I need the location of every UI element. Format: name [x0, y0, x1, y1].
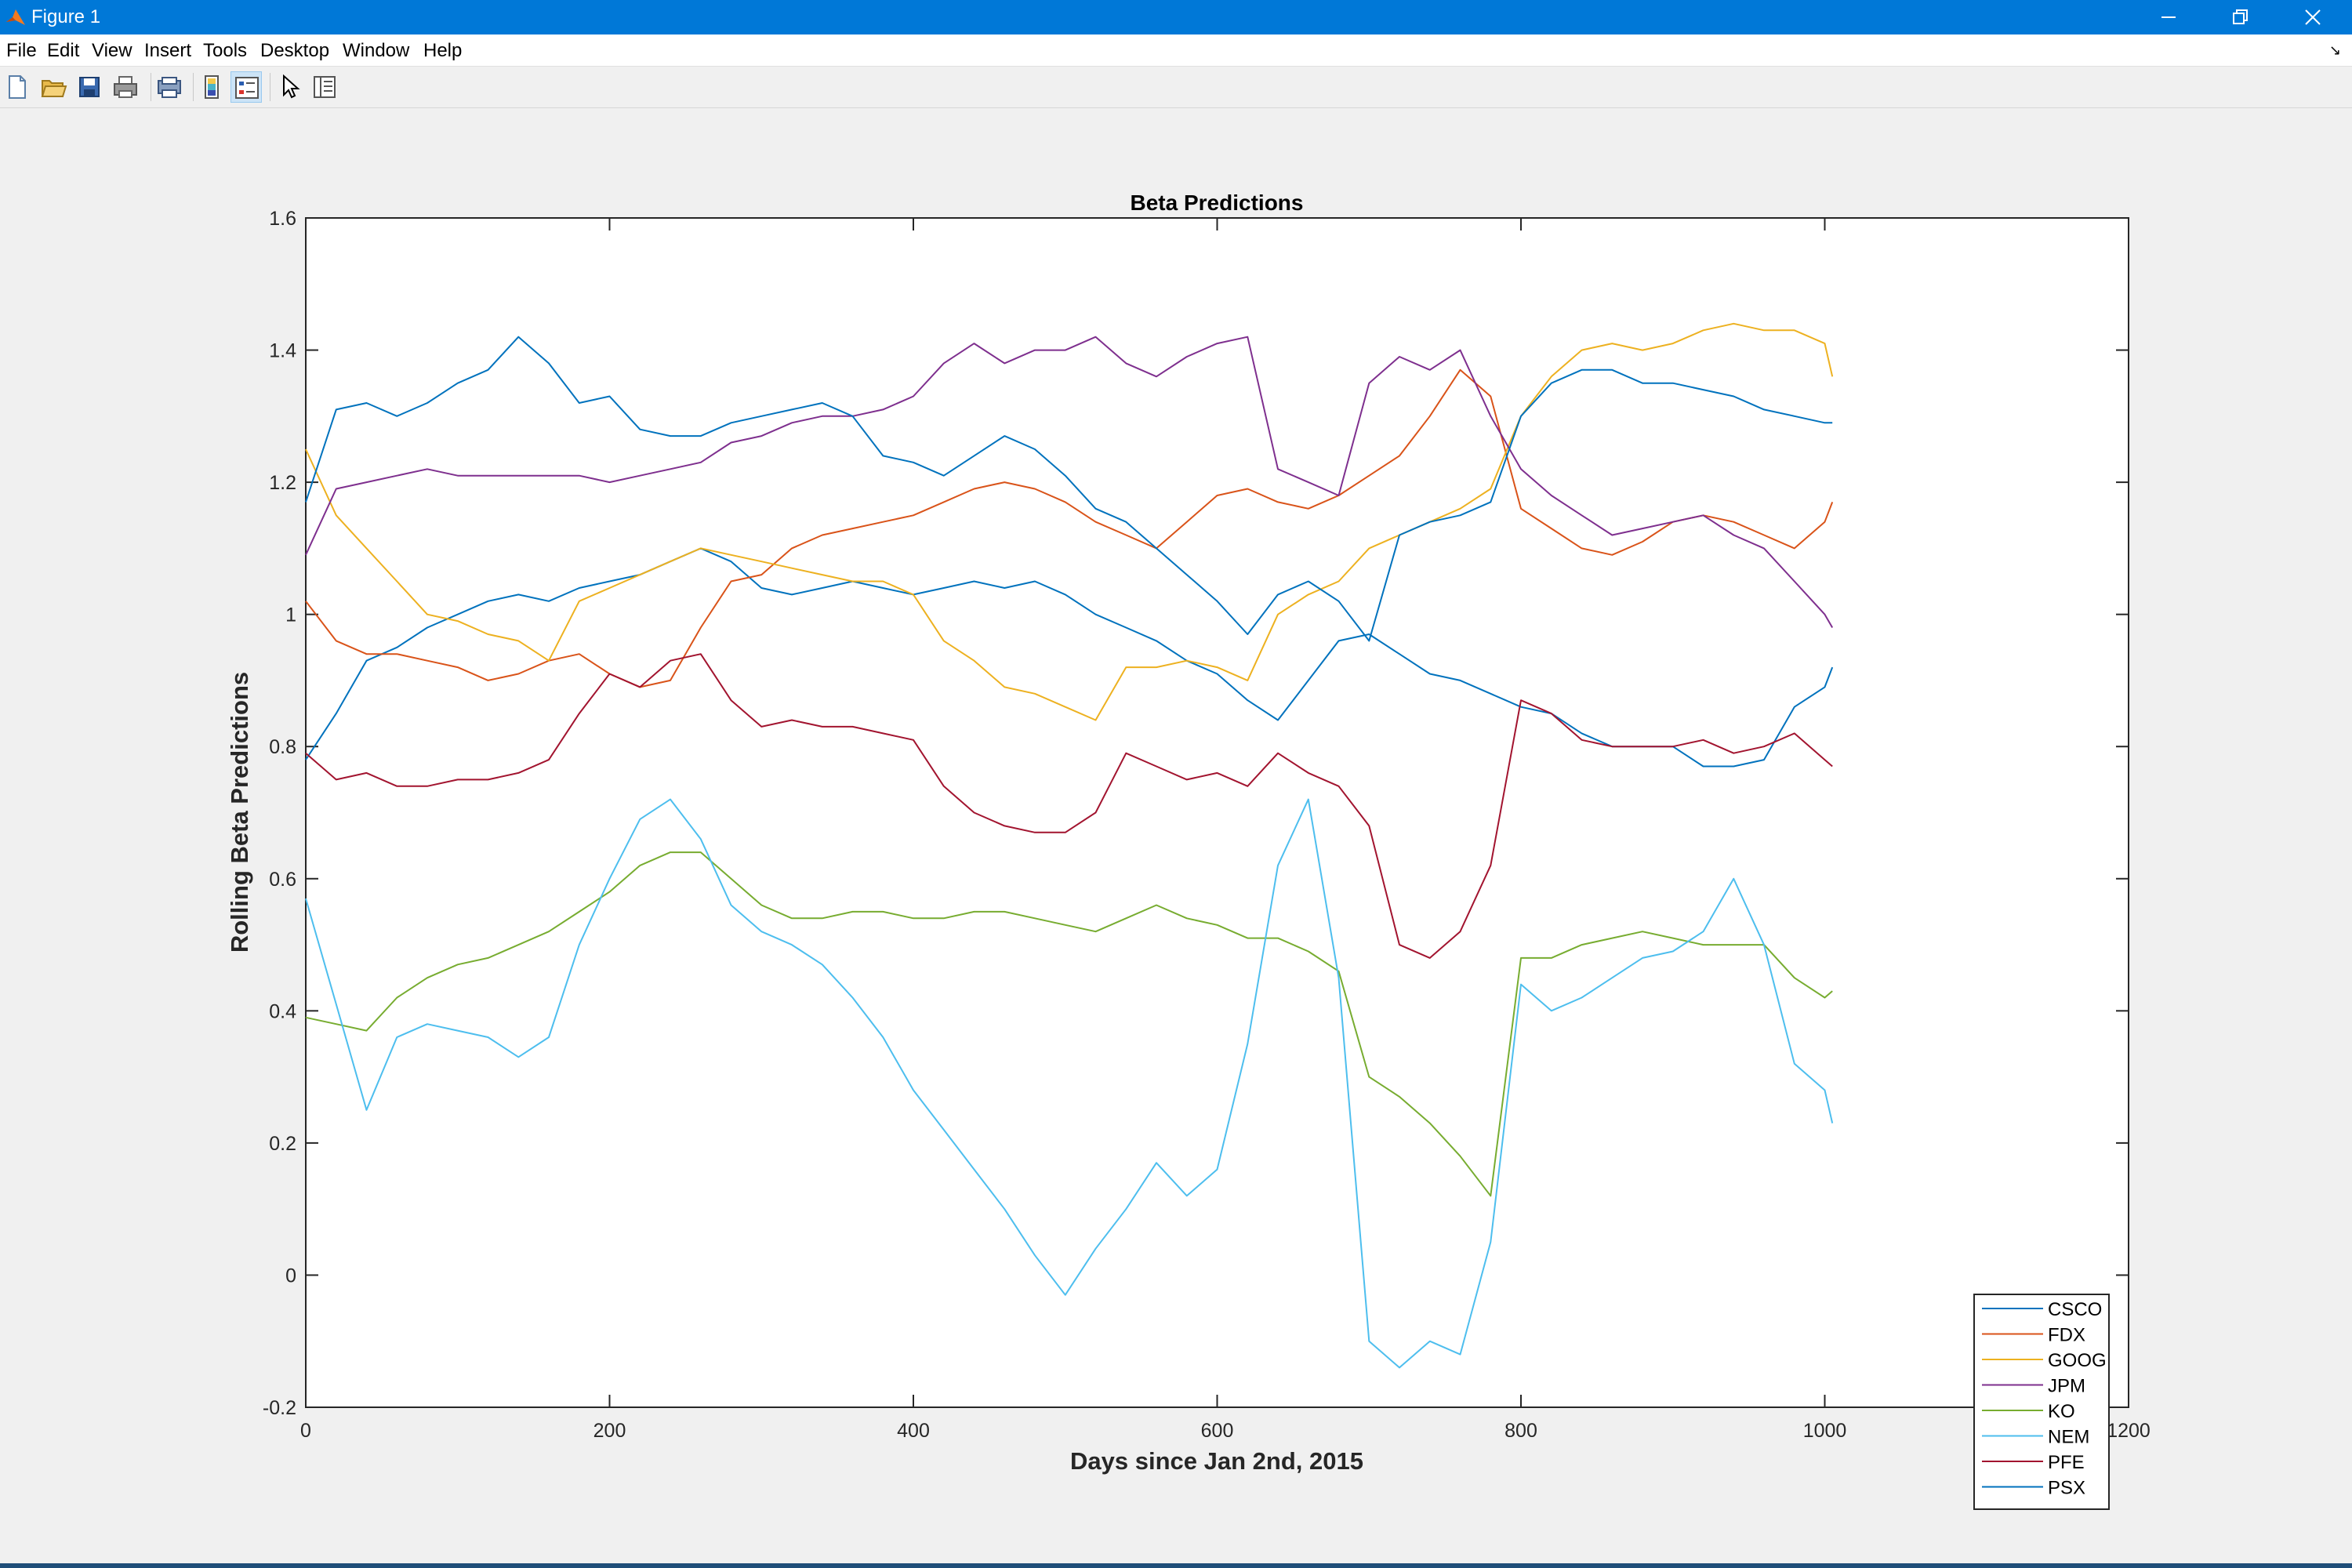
series-line-ko [305, 851, 1833, 1197]
x-tick-label: 0 [300, 1420, 311, 1442]
open-file-icon [41, 80, 67, 97]
legend-icon [235, 77, 259, 99]
dock-arrow-icon[interactable]: ↘ [2328, 42, 2341, 58]
new-figure-button[interactable] [2, 71, 33, 103]
restore-icon [2233, 9, 2248, 24]
legend-box [1973, 1294, 2110, 1510]
restore-button[interactable] [2205, 0, 2277, 34]
y-tick-label: 1.6 [269, 208, 296, 230]
menu-edit[interactable]: Edit [47, 40, 80, 61]
window-title: Figure 1 [31, 6, 101, 27]
save-icon [79, 77, 100, 97]
y-tick-label: -0.2 [263, 1397, 296, 1419]
legend-button[interactable] [230, 71, 262, 103]
data-lines [305, 322, 1834, 1369]
series-line-jpm [305, 336, 1834, 629]
y-tick-label: 0.4 [269, 1000, 296, 1022]
series-line-goog [305, 322, 1834, 721]
y-tick-label: 1 [285, 604, 296, 626]
menu-bar: File Edit View Insert Tools Desktop Wind… [0, 34, 2352, 67]
menu-file[interactable]: File [6, 40, 37, 61]
x-tick-label: 1000 [1803, 1420, 1847, 1442]
series-line-csco [305, 547, 1834, 768]
x-tick-label: 200 [593, 1420, 626, 1442]
y-tick-label: 1.2 [269, 472, 296, 494]
y-tick-label: 0 [285, 1265, 296, 1287]
x-tick-label: 800 [1504, 1420, 1537, 1442]
property-editor-icon [314, 76, 336, 98]
figure-toolbar [0, 67, 2352, 108]
pointer-icon [283, 74, 300, 99]
matlab-logo-icon [6, 9, 25, 25]
print-icon [114, 76, 137, 98]
legend-label-ko: KO [2048, 1401, 2075, 1422]
new-figure-icon [9, 75, 26, 99]
legend-label-pfe: PFE [2048, 1452, 2085, 1473]
axis-ticks: 0 200 400 600 800 1000 1200-0.200.20.40.60.811… [263, 208, 2151, 1442]
figure-canvas: Beta Predictions 0 200 400 600 800 1000 1200 -0… [0, 108, 2352, 1565]
x-axis-label: Days since Jan 2nd, 2015 [1070, 1447, 1363, 1475]
minimize-button[interactable] [2132, 0, 2205, 34]
toolbar-separator [193, 73, 194, 101]
open-file-button[interactable] [38, 71, 69, 103]
menu-window[interactable]: Window [343, 40, 410, 61]
y-tick-label: 0.2 [269, 1133, 296, 1155]
taskbar-edge [0, 1563, 2352, 1568]
legend-label-csco: CSCO [2048, 1299, 2102, 1320]
legend-label-jpm: JPM [2048, 1376, 2085, 1397]
series-line-pfe [305, 653, 1833, 959]
minimize-icon [2161, 16, 2176, 18]
print-preview-button[interactable] [154, 71, 185, 103]
pointer-button[interactable] [274, 71, 306, 103]
menu-view[interactable]: View [92, 40, 132, 61]
property-editor-button[interactable] [309, 71, 340, 103]
y-tick-label: 0.6 [269, 869, 296, 891]
series-line-nem [305, 798, 1834, 1369]
colorbar-button[interactable] [196, 71, 227, 103]
x-tick-label: 600 [1201, 1420, 1234, 1442]
menu-help[interactable]: Help [423, 40, 463, 61]
menu-desktop[interactable]: Desktop [260, 40, 330, 61]
y-tick-label: 0.8 [269, 736, 296, 758]
chart: Beta Predictions 0 200 400 600 800 1000 1200 -0… [226, 191, 2151, 1510]
print-preview-icon [158, 77, 181, 98]
legend-label-nem: NEM [2048, 1427, 2089, 1448]
close-button[interactable] [2277, 0, 2349, 34]
menu-insert[interactable]: Insert [144, 40, 192, 61]
close-icon [2305, 9, 2321, 25]
y-tick-label: 1.4 [269, 340, 296, 362]
y-axis-label: Rolling Beta Predictions [226, 672, 253, 953]
series-line-fdx [305, 368, 1834, 688]
legend-label-goog: GOOG [2048, 1350, 2107, 1371]
x-tick-label: 400 [897, 1420, 930, 1442]
print-button[interactable] [110, 71, 141, 103]
legend[interactable]: CSCO FDX GOOG JPM KO NEM PFE PSX [1973, 1294, 2110, 1510]
x-tick-label: 1200 [2107, 1420, 2151, 1442]
colorbar-icon [205, 75, 219, 99]
plot-area[interactable] [305, 217, 2129, 1408]
legend-label-psx: PSX [2048, 1478, 2085, 1499]
legend-label-fdx: FDX [2048, 1325, 2085, 1346]
window-titlebar: Figure 1 [0, 0, 2352, 34]
chart-title: Beta Predictions [1131, 191, 1304, 215]
save-button[interactable] [74, 71, 105, 103]
series-line-psx [305, 336, 1833, 642]
menu-tools[interactable]: Tools [203, 40, 248, 61]
